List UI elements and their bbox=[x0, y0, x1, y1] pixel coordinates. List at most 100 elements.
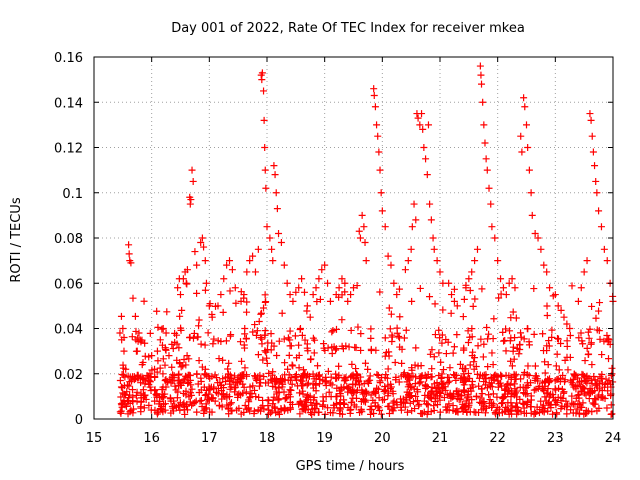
data-point bbox=[509, 308, 517, 316]
data-point bbox=[215, 355, 223, 363]
data-point bbox=[430, 402, 438, 410]
data-point bbox=[197, 239, 205, 247]
data-point bbox=[177, 363, 185, 371]
data-point bbox=[593, 407, 601, 415]
data-point bbox=[468, 381, 476, 389]
data-point bbox=[361, 239, 369, 247]
data-point bbox=[332, 374, 340, 382]
data-point bbox=[603, 332, 611, 340]
data-point bbox=[489, 390, 497, 398]
data-point bbox=[389, 399, 397, 407]
data-point bbox=[169, 371, 177, 379]
data-point bbox=[263, 223, 271, 231]
data-point bbox=[145, 401, 153, 409]
data-point bbox=[153, 307, 161, 315]
data-point bbox=[571, 372, 579, 380]
data-point bbox=[428, 346, 436, 354]
data-point bbox=[289, 362, 297, 370]
data-point bbox=[543, 268, 551, 276]
data-point bbox=[335, 284, 343, 292]
data-point bbox=[291, 374, 299, 382]
data-point bbox=[195, 357, 203, 365]
data-point bbox=[129, 386, 137, 394]
data-point bbox=[563, 401, 571, 409]
data-point bbox=[579, 371, 587, 379]
data-point bbox=[298, 331, 306, 339]
data-point bbox=[203, 372, 211, 380]
data-point bbox=[593, 189, 601, 197]
data-point bbox=[319, 376, 327, 384]
data-point bbox=[262, 184, 270, 192]
data-point bbox=[312, 405, 320, 413]
data-point bbox=[285, 351, 293, 359]
data-point bbox=[168, 402, 176, 410]
data-point bbox=[266, 234, 274, 242]
data-point bbox=[502, 325, 510, 333]
data-point bbox=[251, 373, 259, 381]
data-point bbox=[119, 325, 127, 332]
data-point bbox=[504, 380, 512, 388]
data-point bbox=[277, 375, 285, 383]
data-point bbox=[386, 325, 394, 333]
data-point bbox=[589, 148, 597, 156]
data-point bbox=[284, 376, 292, 384]
data-point bbox=[338, 385, 346, 393]
data-point bbox=[214, 337, 222, 345]
data-point bbox=[531, 362, 539, 370]
data-point bbox=[258, 76, 266, 84]
data-point bbox=[493, 403, 501, 411]
data-point bbox=[569, 375, 577, 383]
y-tick-label: 0.16 bbox=[54, 51, 83, 66]
data-point bbox=[434, 401, 442, 409]
data-point bbox=[324, 367, 332, 375]
data-point bbox=[117, 393, 125, 401]
data-point bbox=[475, 374, 483, 382]
x-axis-label: GPS time / hours bbox=[296, 459, 405, 474]
data-point bbox=[574, 381, 582, 389]
data-point bbox=[284, 365, 292, 373]
data-point bbox=[295, 351, 303, 359]
data-point bbox=[338, 410, 346, 418]
data-point bbox=[289, 297, 297, 305]
data-point bbox=[436, 268, 444, 276]
data-point bbox=[592, 314, 600, 322]
data-point bbox=[153, 368, 161, 376]
data-point bbox=[564, 366, 572, 374]
data-point bbox=[272, 189, 280, 197]
data-point bbox=[261, 144, 269, 151]
data-point bbox=[287, 386, 295, 394]
data-point bbox=[589, 399, 597, 407]
data-point bbox=[118, 384, 126, 392]
data-point bbox=[245, 396, 253, 404]
data-point bbox=[313, 400, 321, 408]
data-point bbox=[218, 395, 226, 403]
data-point bbox=[352, 370, 360, 378]
data-point bbox=[356, 234, 364, 242]
data-point bbox=[215, 402, 223, 410]
data-point bbox=[162, 329, 170, 337]
x-tick-label: 18 bbox=[259, 431, 276, 446]
data-point bbox=[516, 345, 524, 353]
data-point bbox=[424, 391, 432, 399]
data-point bbox=[295, 400, 303, 408]
data-point bbox=[391, 359, 399, 367]
data-point bbox=[439, 306, 447, 314]
data-point bbox=[430, 245, 438, 253]
data-point bbox=[540, 408, 548, 416]
data-point bbox=[407, 245, 415, 253]
data-point bbox=[423, 400, 431, 408]
data-point bbox=[406, 392, 414, 400]
data-point bbox=[506, 327, 514, 335]
data-point bbox=[607, 410, 615, 418]
data-point bbox=[449, 402, 457, 410]
y-tick-label: 0.08 bbox=[54, 232, 83, 247]
data-point bbox=[482, 371, 490, 379]
data-point bbox=[270, 393, 278, 401]
data-point bbox=[362, 257, 370, 265]
data-point bbox=[395, 285, 403, 293]
data-point bbox=[540, 261, 548, 269]
data-point bbox=[151, 373, 159, 381]
data-point bbox=[135, 329, 143, 337]
data-point bbox=[227, 374, 235, 382]
data-point bbox=[552, 362, 560, 370]
